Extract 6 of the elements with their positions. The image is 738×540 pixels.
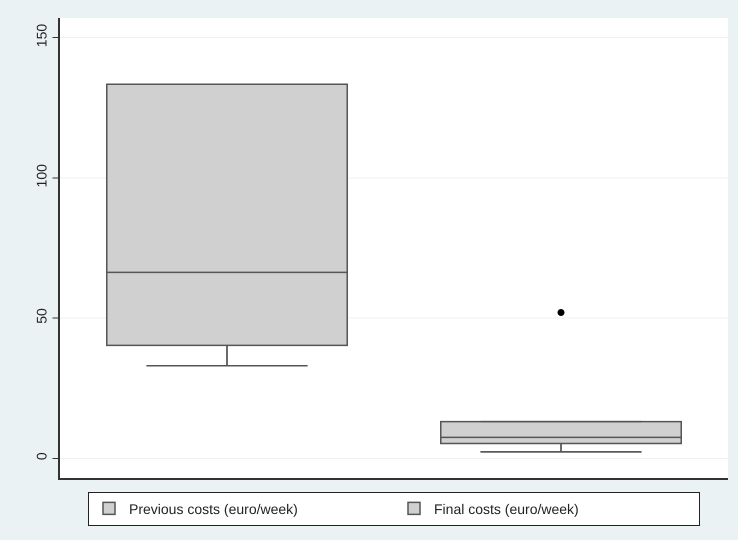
y-tick-label: 50 [34, 308, 50, 324]
legend-label: Final costs (euro/week) [434, 500, 579, 517]
y-tick-label: 100 [34, 164, 50, 188]
legend-label: Previous costs (euro/week) [129, 500, 298, 517]
y-tick-label: 0 [34, 452, 50, 460]
y-tick-label: 150 [34, 24, 50, 48]
